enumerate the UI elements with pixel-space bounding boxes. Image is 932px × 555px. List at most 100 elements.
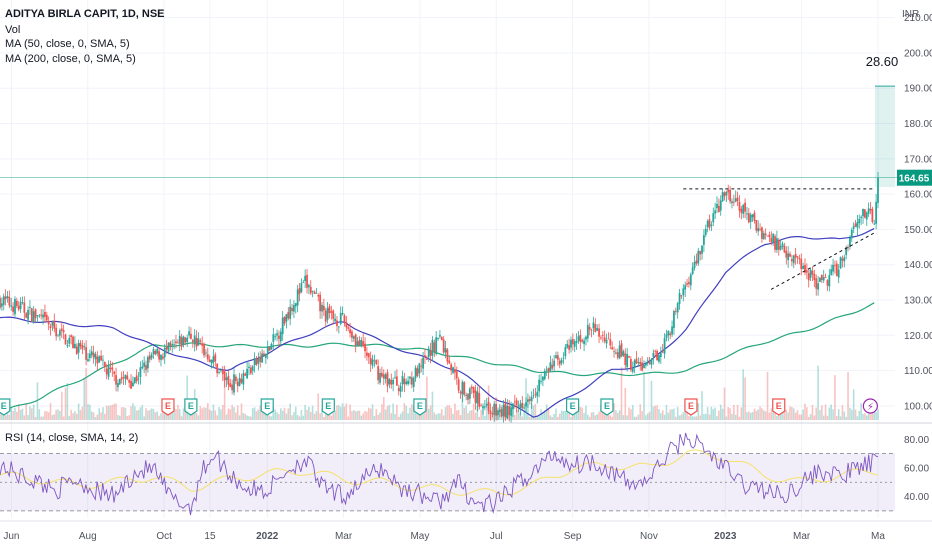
symbol-title[interactable]: ADITYA BIRLA CAPIT, 1D, NSE bbox=[5, 8, 165, 20]
volume-bar bbox=[192, 412, 194, 420]
volume-bar bbox=[757, 409, 759, 420]
candle-body bbox=[188, 331, 190, 336]
candle-body bbox=[796, 256, 799, 258]
candle-body bbox=[543, 371, 546, 380]
volume-bar bbox=[611, 416, 613, 420]
volume-bar bbox=[628, 407, 630, 420]
ma50-legend[interactable]: MA (50, close, 0, SMA, 5) bbox=[5, 38, 130, 50]
earnings-marker-label: E bbox=[417, 401, 423, 411]
volume-bar bbox=[163, 407, 166, 420]
volume-bar bbox=[147, 410, 149, 420]
candle-body bbox=[60, 328, 63, 331]
ma200-legend[interactable]: MA (200, close, 0, SMA, 5) bbox=[5, 53, 136, 65]
candle-body bbox=[296, 289, 299, 306]
candle-body bbox=[740, 208, 743, 213]
candle-body bbox=[787, 253, 790, 261]
volume-bar bbox=[616, 412, 619, 420]
volume-bar bbox=[528, 416, 531, 420]
volume-bar bbox=[725, 416, 728, 420]
candle-body bbox=[558, 360, 561, 365]
candle-body bbox=[118, 378, 121, 385]
volume-bar bbox=[809, 414, 812, 420]
rsi-line bbox=[0, 432, 879, 516]
candle-body bbox=[113, 371, 116, 374]
volume-bar bbox=[661, 410, 664, 420]
volume-bar bbox=[817, 365, 819, 420]
volume-bar bbox=[459, 415, 462, 420]
rsi-legend[interactable]: RSI (14, close, SMA, 14, 2) bbox=[5, 432, 139, 444]
candle-body bbox=[757, 228, 760, 232]
volume-bar bbox=[422, 411, 424, 420]
candle-body bbox=[90, 351, 93, 355]
volume-bar bbox=[444, 406, 447, 420]
candle-body bbox=[360, 339, 363, 346]
candle-body bbox=[218, 372, 220, 373]
volume-bar bbox=[154, 412, 157, 420]
volume-bar bbox=[280, 408, 282, 420]
candle-body bbox=[120, 377, 123, 380]
volume-bar bbox=[8, 414, 11, 420]
volume-bar bbox=[708, 414, 711, 420]
volume-bar bbox=[583, 413, 585, 420]
volume-bar bbox=[439, 413, 441, 420]
volume-bar bbox=[354, 411, 357, 420]
candle-body bbox=[749, 214, 752, 222]
candle-body bbox=[343, 315, 346, 323]
event-marker-label: ⚡ bbox=[867, 402, 874, 413]
volume-bar bbox=[484, 415, 486, 420]
candle-body bbox=[873, 223, 876, 225]
volume-bar bbox=[283, 407, 286, 420]
volume-bar bbox=[40, 416, 42, 420]
volume-bar bbox=[693, 416, 696, 420]
volume-bar bbox=[115, 403, 117, 420]
volume-bar bbox=[521, 416, 524, 420]
candle-body bbox=[480, 405, 483, 407]
earnings-marker-icon bbox=[413, 398, 427, 416]
last-price-label: 164.65 bbox=[899, 174, 930, 185]
volume-bar bbox=[46, 411, 48, 420]
volume-bar bbox=[291, 415, 293, 420]
x-tick-label: Ma bbox=[871, 531, 885, 542]
candle-body bbox=[96, 356, 99, 364]
candle-body bbox=[307, 284, 310, 288]
volume-bar bbox=[600, 404, 602, 420]
volume-bar bbox=[242, 413, 245, 420]
volume-bar bbox=[675, 416, 677, 420]
y-tick-label: 100.00 bbox=[904, 401, 932, 412]
volume-bar bbox=[66, 382, 69, 420]
candle-body bbox=[30, 308, 33, 322]
volume-bar bbox=[186, 375, 189, 420]
candle-body bbox=[279, 331, 282, 342]
candle-body bbox=[839, 257, 842, 269]
candle-body bbox=[512, 403, 514, 410]
volume-bar bbox=[156, 411, 159, 420]
volume-bar bbox=[837, 409, 840, 420]
candle-body bbox=[208, 359, 211, 363]
volume-bar bbox=[364, 411, 366, 420]
candle-body bbox=[676, 303, 679, 313]
volume-bar bbox=[377, 414, 379, 420]
volume-bar bbox=[864, 413, 866, 420]
volume-bar bbox=[268, 415, 271, 420]
volume-bar bbox=[676, 406, 679, 420]
volume-bar bbox=[564, 410, 567, 420]
volume-bar bbox=[338, 405, 340, 420]
volume-bar bbox=[474, 412, 477, 420]
volume-bar bbox=[613, 403, 615, 420]
candle-body bbox=[804, 264, 806, 273]
vol-legend[interactable]: Vol bbox=[5, 24, 21, 36]
candle-body bbox=[706, 220, 709, 228]
candle-body bbox=[285, 314, 288, 322]
rsi-ma-line bbox=[0, 449, 879, 496]
candle-body bbox=[66, 345, 69, 347]
candle-body bbox=[875, 201, 878, 224]
candle-body bbox=[403, 378, 406, 385]
last-price-tag bbox=[897, 169, 932, 186]
volume-bar bbox=[549, 415, 552, 420]
volume-bar bbox=[779, 412, 782, 420]
volume-bar bbox=[652, 406, 655, 420]
candle-body bbox=[14, 299, 16, 315]
volume-bar bbox=[807, 416, 810, 420]
